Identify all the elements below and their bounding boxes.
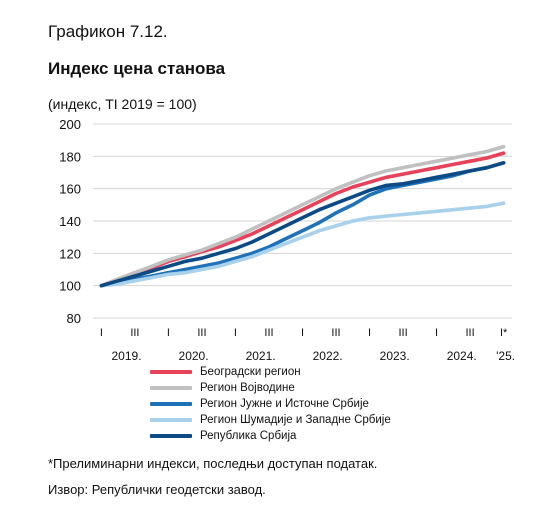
source-note: Извор: Републички геодетски завод.	[48, 482, 266, 497]
x-tick-label: I	[167, 327, 170, 339]
legend-swatch	[150, 370, 192, 374]
y-tick-label: 140	[59, 214, 81, 229]
series-lines	[99, 144, 506, 288]
chart-unit-label: (индекс, ТI 2019 = 100)	[48, 96, 197, 112]
legend-item: Република Србија	[150, 428, 391, 444]
series-line-3	[99, 201, 506, 288]
legend-label: Регион Војводине	[200, 382, 295, 394]
legend-item: Регион Јужне и Источне Србије	[150, 396, 391, 412]
legend-label: Република Србија	[200, 430, 297, 442]
y-tick-label: 120	[59, 246, 81, 261]
year-label: 2020.	[179, 349, 209, 363]
x-tick-label: III	[398, 327, 407, 339]
figure-number: Графикон 7.12.	[48, 22, 168, 41]
x-tick-label: III	[130, 327, 139, 339]
year-label: 2022.	[313, 349, 343, 363]
chart-title: Индекс цена станова	[48, 59, 226, 78]
x-tick-label: I	[234, 327, 237, 339]
grid-lines	[93, 123, 512, 319]
series-line-4	[99, 161, 506, 288]
year-label: 2021.	[246, 349, 276, 363]
series-line-1	[99, 144, 506, 288]
legend-label: Регион Шумадије и Западне Србије	[200, 414, 391, 426]
x-tick-label: III	[264, 327, 273, 339]
legend-swatch	[150, 434, 192, 438]
x-tick-label: I*	[500, 327, 508, 339]
y-axis: 80 100 120 140 160 180 200	[59, 117, 81, 326]
legend-swatch	[150, 402, 192, 406]
chart-legend: Београдски регион Регион Војводине Регион …	[150, 364, 391, 444]
y-tick-label: 100	[59, 279, 81, 294]
x-tick-label: III	[197, 327, 206, 339]
x-tick-label: III	[331, 327, 340, 339]
legend-label: Регион Јужне и Источне Србије	[200, 398, 369, 410]
x-tick-label: I	[100, 327, 103, 339]
y-tick-label: 80	[67, 311, 81, 326]
x-tick-label: III	[466, 327, 475, 339]
x-tick-label: I	[301, 327, 304, 339]
legend-item: Регион Војводине	[150, 380, 391, 396]
legend-item: Регион Шумадије и Западне Србије	[150, 412, 391, 428]
footnote: *Прелиминарни индекси, последњи доступан…	[48, 456, 378, 471]
x-axis: I III I III I III I III I III I III I*2019. 2020. 2021…	[100, 327, 515, 363]
y-tick-label: 160	[59, 182, 81, 197]
x-tick-label: I	[435, 327, 438, 339]
y-tick-label: 180	[59, 149, 81, 164]
legend-swatch	[150, 386, 192, 390]
x-tick-label: I	[368, 327, 371, 339]
y-tick-label: 200	[59, 117, 81, 132]
year-label: 2019.	[112, 349, 142, 363]
legend-label: Београдски регион	[200, 366, 301, 378]
year-label: '25.	[496, 349, 515, 363]
year-label: 2024.	[447, 349, 477, 363]
legend-swatch	[150, 418, 192, 422]
year-label: 2023.	[380, 349, 410, 363]
legend-item: Београдски регион	[150, 364, 391, 380]
